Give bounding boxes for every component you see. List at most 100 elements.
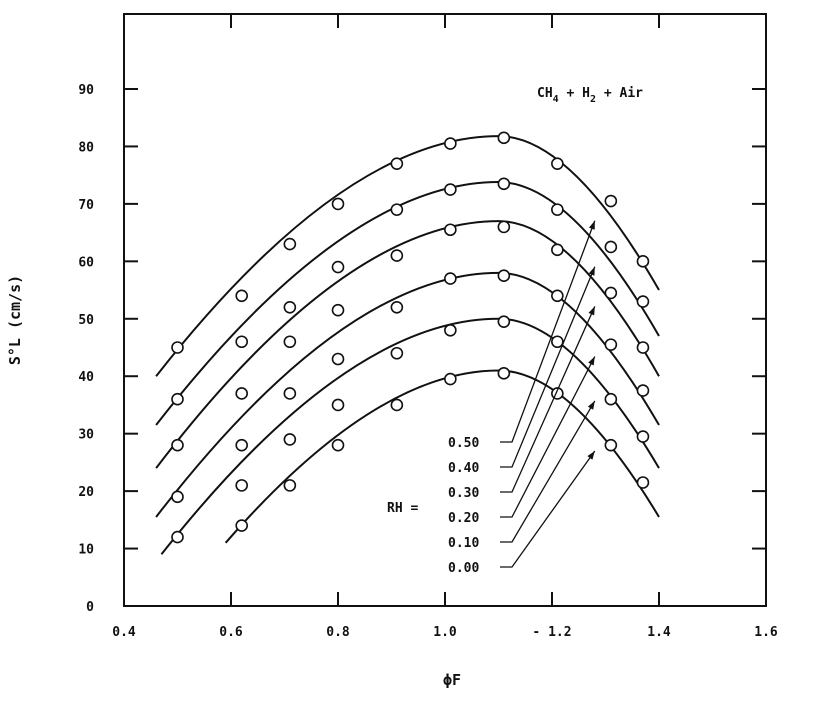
y-tick-label: 20 — [78, 485, 94, 500]
y-axis-title: S°L (cm/s) — [6, 275, 24, 365]
x-tick-label: 1.0 — [433, 625, 457, 640]
y-tick-label: 0 — [86, 600, 94, 615]
data-point — [235, 438, 248, 452]
data-point — [444, 137, 457, 150]
data-point — [283, 335, 297, 349]
data-point — [331, 398, 345, 412]
data-point — [551, 157, 564, 170]
data-point — [444, 372, 457, 386]
data-point — [235, 387, 248, 400]
data-point — [390, 300, 404, 314]
data-point — [551, 335, 564, 349]
legend-label: 0.00 — [448, 561, 479, 576]
data-point — [636, 255, 650, 268]
legend-label: 0.30 — [448, 486, 479, 501]
data-point — [331, 260, 345, 274]
y-tick-label: 50 — [78, 313, 94, 328]
series-curve — [155, 271, 660, 518]
data-point — [497, 131, 511, 145]
data-point — [636, 430, 650, 443]
legend-leader — [500, 400, 596, 543]
data-point — [390, 203, 404, 216]
data-point — [235, 289, 248, 303]
data-point — [604, 338, 618, 351]
data-point — [171, 341, 184, 354]
data-point — [390, 249, 404, 262]
data-point — [331, 303, 345, 317]
legend-leader — [500, 306, 596, 493]
legend-label: 0.40 — [448, 461, 479, 476]
data-point — [497, 315, 511, 328]
data-point — [331, 438, 345, 452]
data-point — [171, 392, 184, 406]
x-tick-label: 1.4 — [647, 625, 671, 640]
series-points — [171, 131, 650, 544]
data-point — [171, 530, 184, 544]
legend-arrowhead — [588, 220, 595, 230]
legend: 0.50 0.40 0.30 0.20 0.10 0.00 — [448, 220, 596, 576]
legend-leader — [500, 266, 596, 468]
data-point — [283, 433, 297, 446]
y-tick-label: 80 — [78, 140, 94, 155]
data-point — [604, 286, 618, 300]
legend-arrowhead — [587, 400, 595, 410]
data-point — [444, 223, 457, 237]
data-point — [604, 392, 618, 406]
data-point — [283, 479, 297, 492]
y-tick-label: 60 — [78, 255, 94, 270]
data-point — [444, 183, 457, 196]
series-curve — [224, 369, 660, 544]
data-point — [283, 237, 297, 251]
data-point — [235, 335, 248, 349]
data-point — [497, 269, 511, 282]
data-point — [604, 438, 618, 452]
data-point — [604, 240, 618, 254]
x-tick-label: 1.6 — [754, 625, 778, 640]
data-point — [636, 341, 650, 354]
legend-leader — [500, 220, 596, 443]
data-point — [604, 194, 618, 208]
x-tick-labels: 0.4 0.6 0.8 1.0 - 1.2 1.4 1.6 — [112, 625, 778, 640]
x-tick-label: 0.8 — [326, 625, 350, 640]
data-point — [390, 157, 404, 170]
data-point — [390, 398, 404, 412]
annotation-text: CH4 + H2 + Air — [537, 86, 643, 105]
y-tick-label: 30 — [78, 428, 94, 443]
legend-arrowhead — [588, 306, 595, 316]
legend-label: 0.50 — [448, 436, 479, 451]
legend-label: 0.10 — [448, 536, 479, 551]
legend-arrowhead — [588, 266, 595, 276]
series-curve — [155, 181, 660, 426]
series-curves — [155, 135, 660, 555]
data-point — [636, 384, 650, 397]
data-point — [390, 346, 404, 360]
legend-title: RH = — [387, 501, 418, 516]
data-point — [636, 295, 650, 308]
data-point — [171, 490, 184, 504]
y-tick-labels: 0 10 20 30 40 50 60 70 80 90 — [78, 83, 94, 615]
data-point — [551, 289, 564, 303]
legend-label: 0.20 — [448, 511, 479, 526]
y-tick-label: 10 — [78, 543, 94, 558]
series-curve — [155, 220, 660, 469]
data-point — [497, 220, 511, 234]
x-tick-label: 0.6 — [219, 625, 243, 640]
data-point — [331, 352, 345, 366]
plot-frame — [123, 13, 767, 607]
series-curve — [155, 135, 660, 377]
data-point — [331, 197, 345, 211]
data-point — [171, 438, 184, 452]
data-point — [444, 272, 457, 285]
x-tick-label: - 1.2 — [532, 625, 571, 640]
data-point — [636, 476, 650, 489]
y-tick-label: 40 — [78, 370, 94, 385]
legend-arrowhead — [587, 451, 595, 460]
y-tick-label: 70 — [78, 198, 94, 213]
y-tick-label: 90 — [78, 83, 94, 98]
data-point — [497, 367, 511, 380]
data-point — [283, 300, 297, 314]
x-tick-label: 0.4 — [112, 625, 136, 640]
series-curve — [160, 317, 660, 555]
legend-leader — [500, 450, 596, 568]
